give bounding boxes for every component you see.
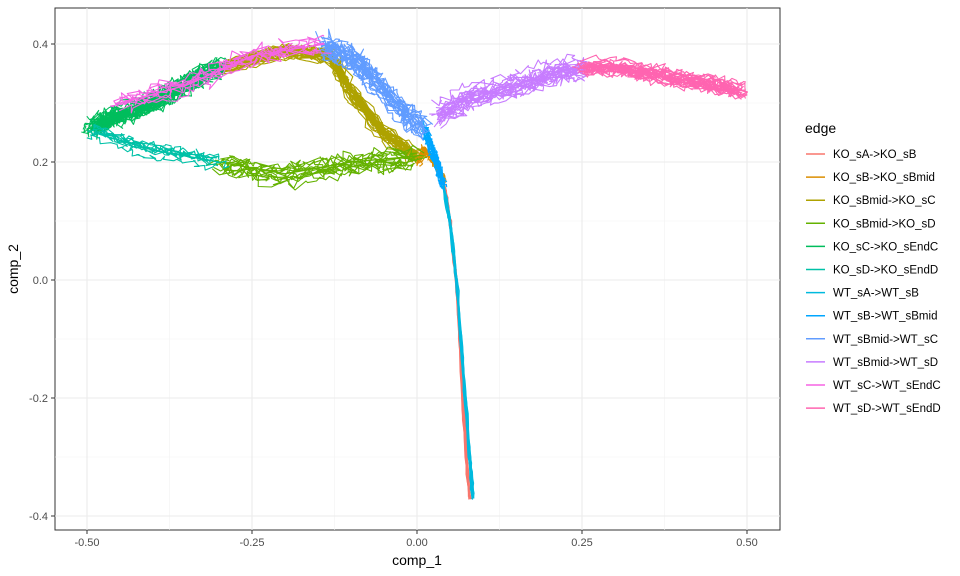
trajectory-line bbox=[91, 132, 219, 167]
y-tick-label: 0.4 bbox=[33, 39, 48, 51]
series-line bbox=[442, 185, 474, 499]
trajectory-line bbox=[213, 158, 415, 183]
trajectory-line bbox=[429, 65, 577, 116]
legend-label: KO_sB->KO_sBmid bbox=[833, 172, 935, 184]
trajectory-line bbox=[92, 127, 220, 158]
x-tick-label: -0.50 bbox=[74, 537, 99, 549]
x-tick-label: 0.50 bbox=[736, 537, 757, 549]
legend-label: WT_sBmid->WT_sC bbox=[833, 334, 938, 346]
series-WT_sC->WT_sEndC bbox=[109, 34, 332, 114]
legend-label: KO_sBmid->KO_sD bbox=[833, 218, 936, 230]
trajectory-line bbox=[321, 47, 425, 135]
series-line bbox=[582, 66, 741, 92]
legend-label: KO_sBmid->KO_sC bbox=[833, 195, 936, 207]
trajectory-line bbox=[116, 36, 321, 105]
legend-item: WT_sA->WT_sB bbox=[806, 288, 919, 300]
legend-items: KO_sA->KO_sB KO_sB->KO_sBmid KO_sBmid->KO_… bbox=[806, 149, 941, 415]
trajectory-line bbox=[115, 49, 321, 105]
trajectory-line bbox=[221, 144, 425, 172]
series-KO_sBmid->KO_sD bbox=[206, 144, 427, 191]
legend-item: WT_sBmid->WT_sC bbox=[806, 334, 938, 346]
trajectory-line bbox=[86, 134, 217, 171]
axes: -0.50 -0.25 0.00 0.25 0.50 -0.4 -0.2 0.0 0.2 0.4 bbox=[29, 39, 758, 549]
trajectory-line bbox=[578, 60, 738, 91]
legend-item: WT_sD->WT_sEndD bbox=[806, 403, 941, 415]
x-tick-label: -0.25 bbox=[239, 537, 264, 549]
legend-item: KO_sC->KO_sEndC bbox=[806, 241, 938, 253]
trajectory-line bbox=[211, 157, 415, 185]
trajectory-line bbox=[206, 151, 405, 172]
legend-label: WT_sBmid->WT_sD bbox=[833, 357, 938, 369]
trajectory-line bbox=[433, 70, 582, 128]
y-tick-label: -0.2 bbox=[29, 393, 48, 405]
series-line bbox=[119, 43, 325, 104]
trajectory-line bbox=[321, 55, 422, 138]
legend-item: KO_sD->KO_sEndD bbox=[806, 265, 938, 277]
y-axis-title: comp_2 bbox=[5, 244, 21, 294]
trajectory-line bbox=[319, 28, 423, 119]
trajectory-line bbox=[440, 75, 585, 129]
series-WT_sA->WT_sB bbox=[442, 183, 475, 500]
legend-item: KO_sB->KO_sBmid bbox=[806, 172, 935, 184]
data-layer bbox=[81, 28, 748, 500]
series-WT_sBmid->WT_sD bbox=[429, 53, 590, 129]
trajectory-line bbox=[422, 119, 444, 183]
y-tick-label: -0.4 bbox=[29, 511, 48, 523]
trajectory-line bbox=[322, 36, 428, 126]
series-line bbox=[436, 66, 583, 116]
trajectory-line bbox=[436, 69, 584, 125]
legend-item: KO_sBmid->KO_sD bbox=[806, 218, 936, 230]
legend-item: WT_sC->WT_sEndC bbox=[806, 380, 941, 392]
legend-item: WT_sB->WT_sBmid bbox=[806, 311, 937, 323]
trajectory-line bbox=[215, 46, 413, 158]
trajectory-line bbox=[93, 124, 220, 161]
series-line bbox=[93, 131, 220, 163]
legend-title: edge bbox=[805, 120, 836, 136]
legend-label: WT_sC->WT_sEndC bbox=[833, 380, 941, 392]
legend-item: KO_sA->KO_sB bbox=[806, 149, 917, 161]
legend-item: WT_sBmid->WT_sD bbox=[806, 357, 938, 369]
series-line bbox=[218, 155, 418, 175]
x-axis-title: comp_1 bbox=[392, 552, 442, 568]
trajectory-line bbox=[586, 57, 747, 86]
trajectory-line bbox=[224, 156, 427, 182]
series-WT_sBmid->WT_sC bbox=[314, 28, 434, 141]
legend-label: KO_sD->KO_sEndD bbox=[833, 265, 938, 277]
series-KO_sD->KO_sEndD bbox=[86, 123, 230, 171]
y-tick-label: 0.2 bbox=[33, 157, 48, 169]
x-tick-label: 0.00 bbox=[406, 537, 427, 549]
x-tick-label: 0.25 bbox=[571, 537, 592, 549]
series-line bbox=[324, 43, 425, 128]
trajectory-line bbox=[225, 154, 425, 189]
trajectory-line bbox=[581, 69, 747, 100]
legend: edge KO_sA->KO_sB KO_sB->KO_sBmid KO_sBmid… bbox=[805, 120, 941, 415]
y-tick-label: 0.0 bbox=[33, 275, 48, 287]
series-WT_sD->WT_sEndD bbox=[571, 54, 748, 100]
trajectory-line bbox=[421, 128, 445, 192]
legend-label: WT_sD->WT_sEndD bbox=[833, 403, 941, 415]
trajectory-line bbox=[82, 69, 214, 130]
legend-label: WT_sA->WT_sB bbox=[833, 288, 919, 300]
legend-label: KO_sA->KO_sB bbox=[833, 149, 917, 161]
trajectory-line bbox=[435, 59, 587, 109]
legend-item: KO_sBmid->KO_sC bbox=[806, 195, 936, 207]
series-line bbox=[422, 126, 445, 186]
trajectory-line bbox=[222, 158, 413, 191]
grid bbox=[55, 8, 780, 530]
trajectory-line bbox=[436, 62, 581, 115]
legend-label: WT_sB->WT_sBmid bbox=[833, 311, 937, 323]
trajectory-line bbox=[207, 151, 414, 175]
trajectory-line bbox=[118, 49, 332, 114]
legend-label: KO_sC->KO_sEndC bbox=[833, 241, 938, 253]
